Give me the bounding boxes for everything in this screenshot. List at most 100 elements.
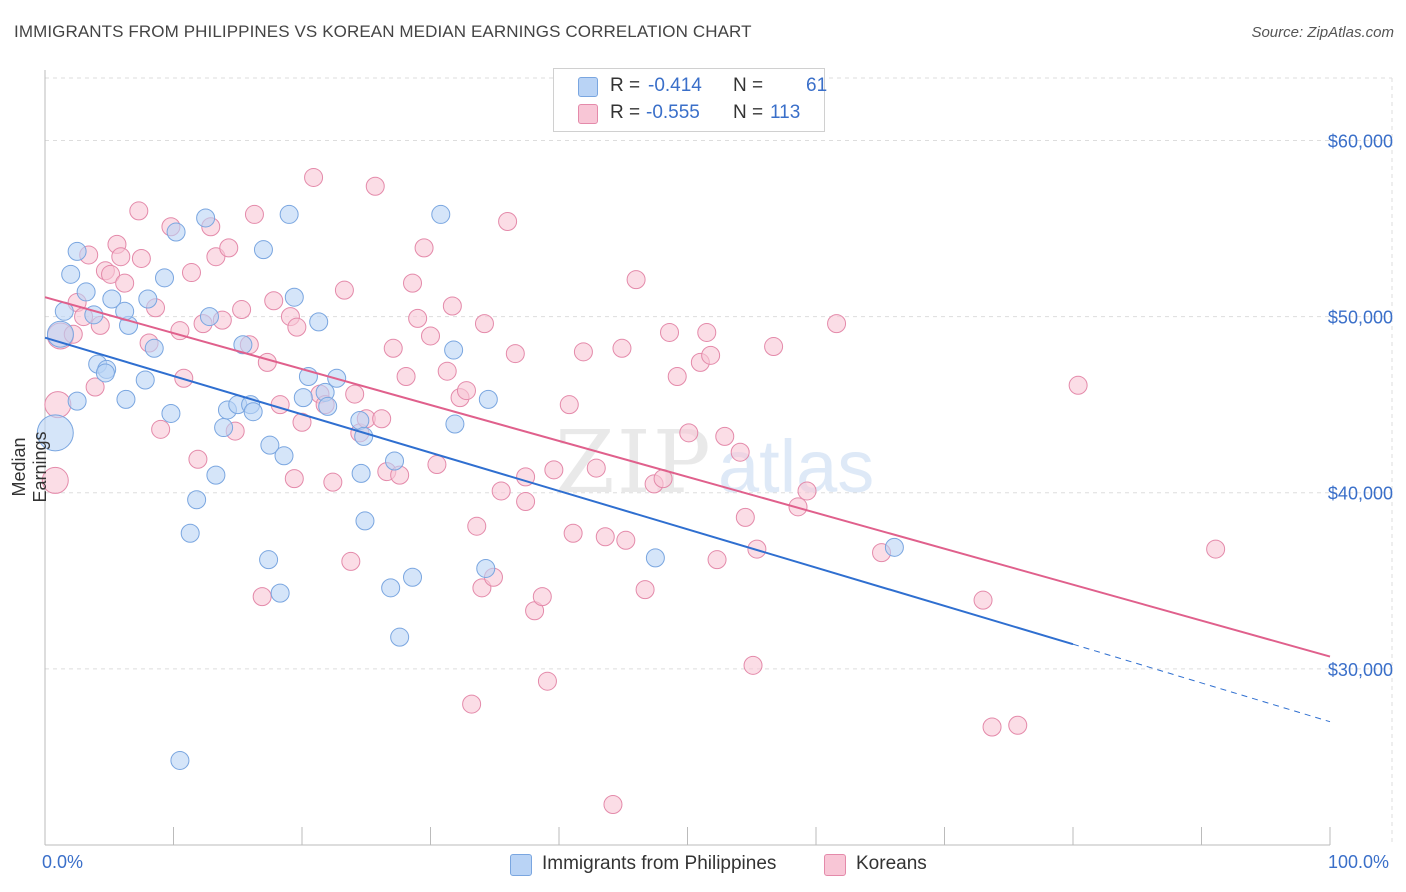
data-point — [544, 460, 564, 480]
data-point — [715, 426, 735, 446]
legend-n-value: 61 — [806, 75, 828, 96]
data-point — [116, 389, 136, 409]
x-tick-label-max: 100.0% — [1328, 852, 1390, 872]
data-point — [101, 264, 121, 284]
data-point — [603, 794, 623, 814]
trend-line-koreans — [44, 296, 1331, 658]
data-point — [414, 238, 434, 258]
data-point — [612, 338, 632, 358]
bottom-legend-swatch-pink — [824, 854, 846, 876]
data-point — [385, 451, 405, 471]
data-point — [41, 466, 69, 494]
data-point — [743, 655, 763, 675]
data-point — [187, 490, 207, 510]
data-point — [279, 204, 299, 224]
data-point — [559, 395, 579, 415]
data-point — [390, 627, 410, 647]
data-point — [287, 317, 307, 337]
data-point — [660, 322, 680, 342]
chart-title: IMMIGRANTS FROM PHILIPPINES VS KOREAN ME… — [14, 22, 752, 41]
data-point — [595, 527, 615, 547]
data-point — [355, 511, 375, 531]
bottom-legend-label: Koreans — [856, 853, 927, 874]
data-point — [445, 414, 465, 434]
legend-n-value: 113 — [770, 102, 801, 123]
data-point — [259, 550, 279, 570]
data-point — [408, 308, 428, 328]
data-point — [626, 270, 646, 290]
legend-swatch-pink — [578, 104, 598, 124]
data-point — [115, 273, 135, 293]
data-point — [537, 671, 557, 691]
y-axis-title: Median Earnings — [9, 431, 50, 503]
trend-line-philippines — [44, 336, 1074, 646]
data-point — [188, 449, 208, 469]
data-point — [697, 322, 717, 342]
data-point — [284, 469, 304, 489]
data-point — [437, 361, 457, 381]
bottom-legend-swatch-blue — [510, 854, 532, 876]
data-point — [274, 446, 294, 466]
legend-r-label: R = — [610, 102, 641, 123]
data-point — [233, 335, 253, 355]
y-tick-label: $60,000 — [1328, 131, 1393, 151]
data-point — [138, 289, 158, 309]
data-point — [257, 352, 277, 372]
data-point — [365, 176, 385, 196]
data-point — [431, 204, 451, 224]
data-point — [181, 263, 201, 283]
data-point — [196, 208, 216, 228]
data-point — [135, 370, 155, 390]
data-point — [973, 590, 993, 610]
data-point — [444, 340, 464, 360]
data-point — [679, 423, 699, 443]
data-point — [476, 558, 496, 578]
data-point — [730, 442, 750, 462]
data-point — [827, 314, 847, 334]
data-point — [403, 567, 423, 587]
data-point — [219, 238, 239, 258]
data-point — [264, 291, 284, 311]
data-point — [635, 580, 655, 600]
data-point — [478, 389, 498, 409]
data-point — [350, 411, 370, 431]
data-point — [161, 403, 181, 423]
data-point — [498, 211, 518, 231]
data-point — [129, 201, 149, 221]
data-point — [252, 587, 272, 607]
data-point — [76, 282, 96, 302]
data-point — [573, 342, 593, 362]
data-point — [491, 481, 511, 501]
data-point — [199, 307, 219, 327]
philippines-points — [36, 204, 904, 770]
data-point — [764, 337, 784, 357]
data-point — [474, 314, 494, 334]
data-point — [36, 414, 74, 452]
legend-r-label: R = — [610, 75, 641, 96]
data-point — [144, 338, 164, 358]
data-point — [151, 419, 171, 439]
data-point — [206, 465, 226, 485]
data-point — [253, 240, 273, 260]
data-point — [244, 204, 264, 224]
data-point — [170, 750, 190, 770]
data-point — [85, 377, 105, 397]
y-tick-label: $40,000 — [1328, 484, 1393, 504]
data-point — [381, 578, 401, 598]
axes — [44, 70, 1331, 846]
data-point — [232, 300, 252, 320]
y-tick-label: $50,000 — [1328, 308, 1393, 328]
data-point — [427, 455, 447, 475]
data-point — [372, 409, 392, 429]
data-point — [396, 366, 416, 386]
legend-r-value: -0.414 — [648, 75, 702, 96]
data-point — [1068, 375, 1088, 395]
data-point — [155, 268, 175, 288]
data-point — [214, 418, 234, 438]
data-point — [586, 458, 606, 478]
bottom-legend-label: Immigrants from Philippines — [542, 853, 777, 874]
data-point — [131, 248, 151, 268]
trend-lines — [44, 296, 1331, 723]
data-point — [1206, 539, 1226, 559]
data-point — [166, 222, 186, 242]
